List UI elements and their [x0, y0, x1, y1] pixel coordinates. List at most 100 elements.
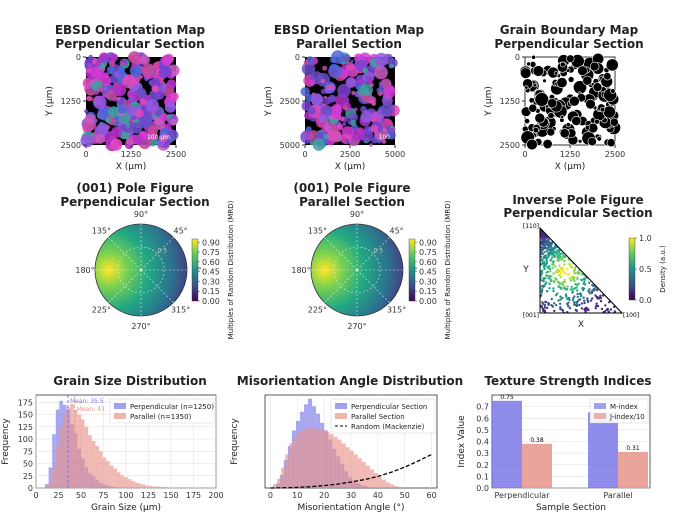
- legend-label: Perpendicular Section: [351, 403, 427, 411]
- ipf-point: [560, 286, 563, 290]
- ipf-point: [548, 287, 551, 290]
- grain: [553, 71, 559, 76]
- ipf-point: [576, 292, 579, 296]
- histogram-bar: [73, 409, 78, 488]
- grain: [134, 55, 138, 59]
- histogram-bar: [45, 486, 49, 488]
- y-tick-label: 25: [23, 472, 33, 481]
- grain: [556, 77, 568, 89]
- angle-label: 270°: [347, 322, 366, 331]
- colorbar-tick-label: 0.75: [419, 248, 437, 257]
- grain: [326, 84, 332, 91]
- scale-bar-label: 100 μm: [147, 134, 170, 141]
- histogram-bar: [297, 432, 302, 488]
- histogram-bar: [52, 468, 56, 488]
- y-tick-label: 0: [76, 53, 81, 62]
- grain: [526, 61, 531, 67]
- ipf-point: [547, 240, 550, 243]
- ipf-point: [571, 290, 574, 293]
- ebsd-map-perpendicular: EBSD Orientation Map Perpendicular Secti…: [45, 23, 206, 172]
- grain: [306, 130, 311, 136]
- histogram-bar: [349, 450, 354, 488]
- axes: 0 10 20 30 40 50 60 Misorientation Angle (°) Fre…: [230, 394, 438, 512]
- ipf-point: [540, 291, 544, 294]
- grain: [605, 58, 619, 72]
- legend-label: Random (Mackenzie): [351, 423, 425, 431]
- ipf-point: [550, 297, 553, 301]
- ipf-point: [540, 252, 544, 256]
- ipf-point: [574, 266, 577, 269]
- ipf-point: [543, 266, 546, 269]
- grain: [161, 54, 173, 66]
- grain: [547, 112, 555, 120]
- histogram-bar: [321, 430, 326, 488]
- angle-label: 45°: [174, 226, 188, 235]
- colorbar-tick-label: 0.60: [202, 258, 220, 267]
- histogram-bar: [289, 443, 294, 488]
- colorbar-tick-label: 0.30: [202, 277, 220, 286]
- y-axis-label: Frequency: [230, 418, 240, 465]
- ipf-point: [550, 258, 553, 261]
- colorbar-label: Multiples of Random Distribution (MRD): [227, 200, 235, 339]
- ipf-point: [545, 256, 548, 259]
- x-tick-label: 5000: [385, 150, 405, 159]
- ipf-point: [592, 284, 595, 287]
- x-tick-label: 200: [208, 491, 223, 500]
- ipf-point: [576, 276, 579, 279]
- ipf-point: [573, 295, 576, 298]
- histogram-bar: [70, 403, 74, 488]
- colorbar-tick-label: 1.0: [639, 234, 652, 243]
- grain: [358, 79, 362, 84]
- grain: [360, 110, 373, 123]
- ipf-point: [603, 310, 607, 313]
- histogram-bar: [106, 461, 110, 488]
- x-tick-label: 2500: [166, 150, 186, 159]
- ipf-point: [565, 267, 569, 271]
- ipf-point: [556, 249, 559, 252]
- ipf-point: [560, 258, 563, 261]
- category-label: Perpendicular: [494, 491, 550, 500]
- grain: [315, 132, 324, 141]
- grain: [116, 66, 126, 75]
- scale-bar-label: 100: [379, 134, 391, 141]
- ipf-point: [545, 260, 548, 263]
- ipf-point: [584, 307, 587, 310]
- x-axis-label: X (μm): [555, 162, 586, 172]
- ipf-point: [551, 260, 555, 264]
- ipf-point: [544, 283, 547, 286]
- ipf-point: [545, 250, 548, 253]
- ipf-point: [570, 279, 573, 282]
- ipf-point: [568, 262, 571, 266]
- grain: [132, 134, 144, 145]
- ipf-point: [561, 296, 564, 300]
- ipf-point: [548, 267, 551, 270]
- grain: [159, 131, 163, 136]
- ipf-point: [565, 288, 568, 291]
- histogram-bar: [313, 428, 318, 488]
- histogram-bar: [63, 414, 67, 488]
- bar-value-label: 0.75: [500, 394, 514, 401]
- ipf-point: [568, 307, 572, 310]
- panel-title-line1: Inverse Pole Figure: [512, 193, 643, 207]
- grain: [531, 54, 536, 60]
- grain: [88, 54, 93, 60]
- panel-title-line1: (001) Pole Figure: [293, 181, 410, 195]
- ipf-point: [548, 276, 551, 280]
- histogram-bar: [309, 427, 314, 488]
- grain: [390, 125, 394, 129]
- grain: [596, 136, 602, 142]
- x-tick-label: 50: [76, 491, 86, 500]
- ipf-point: [547, 242, 550, 245]
- grain: [534, 112, 546, 124]
- grain: [369, 143, 373, 147]
- histogram-bar: [365, 465, 370, 488]
- grain: [108, 60, 116, 67]
- legend-swatch: [335, 403, 347, 409]
- y-tick-label: 1250: [500, 97, 520, 106]
- ipf-point: [600, 307, 604, 311]
- x-tick-label: 40: [373, 491, 383, 500]
- corner-label-100: [100]: [623, 312, 639, 319]
- grain: [331, 109, 342, 120]
- colorbar-label: Multiples of Random Distribution (MRD): [444, 200, 452, 339]
- ipf-point: [576, 289, 579, 292]
